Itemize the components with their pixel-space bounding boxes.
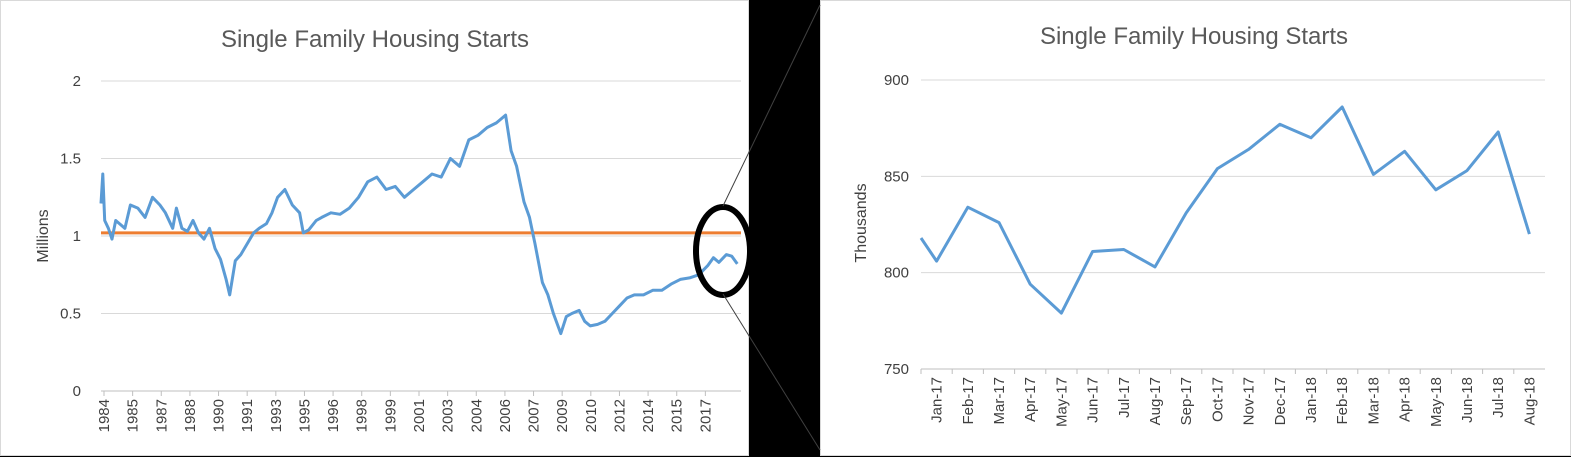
x-tick-label: 1998 — [354, 399, 371, 432]
y-tick-label: 850 — [884, 168, 909, 185]
series-group — [99, 113, 741, 336]
x-tick-label: Apr-18 — [1397, 377, 1414, 422]
x-tick-label: Sep-17 — [1178, 377, 1195, 425]
chart-zoomed: Single Family Housing Starts Thousands 7… — [853, 23, 1545, 427]
y-tick-label: 0.5 — [60, 306, 81, 323]
x-tick-label: 1993 — [268, 399, 285, 432]
annotation-group — [693, 204, 750, 298]
x-tick-label: Apr-17 — [1022, 377, 1039, 422]
y-tick-label: 1.5 — [60, 151, 81, 168]
x-tick-label: 2003 — [440, 399, 457, 432]
chart-title: Single Family Housing Starts — [1040, 23, 1348, 50]
y-tick-labels: 0 0.5 1 1.5 2 — [60, 73, 81, 400]
y-tick-labels: 750 800 850 900 — [884, 72, 909, 378]
y-tick-label: 1 — [73, 228, 81, 245]
x-tick-label: May-18 — [1428, 377, 1445, 427]
x-tick-label: 1991 — [239, 399, 256, 432]
x-tick-label: 2015 — [669, 399, 686, 432]
x-tick-label: Jun-17 — [1085, 377, 1102, 423]
x-tick-label: 2014 — [640, 399, 657, 432]
x-tick-label: 1984 — [96, 399, 113, 432]
x-tick-label: Mar-17 — [991, 377, 1008, 425]
x-tick-label: 2001 — [411, 399, 428, 432]
x-tick-label: 1999 — [382, 399, 399, 432]
x-tick-label: 1987 — [153, 399, 170, 432]
x-tick-label: 2007 — [526, 399, 543, 432]
highlight-ellipse — [693, 204, 750, 298]
x-tick-label: Jan-17 — [929, 377, 946, 423]
chart-title: Single Family Housing Starts — [221, 26, 529, 53]
x-tick-label: 1996 — [325, 399, 342, 432]
x-tick-label: May-17 — [1053, 377, 1070, 427]
y-tick-label: 750 — [884, 361, 909, 378]
x-tick-label: 1990 — [211, 399, 228, 432]
x-tick-label: 2009 — [554, 399, 571, 432]
x-tick-label: 2004 — [468, 399, 485, 432]
x-tick-label: 1988 — [182, 399, 199, 432]
x-tick-label: Aug-18 — [1521, 377, 1538, 425]
x-tick-label: 2017 — [697, 399, 714, 432]
x-tick-label: Jul-18 — [1490, 377, 1507, 418]
y-axis-label: Millions — [35, 209, 52, 262]
x-tick-label: Mar-18 — [1365, 377, 1382, 425]
gridlines — [920, 79, 1545, 374]
y-tick-label: 900 — [884, 72, 909, 89]
x-tick-labels: Jan-17 Feb-17 Mar-17 Apr-17 May-17 Jun-17 Jul-… — [929, 377, 1539, 427]
x-tick-label: Jul-17 — [1116, 377, 1133, 418]
x-tick-label: Feb-18 — [1334, 377, 1351, 425]
chart-long-term: Single Family Housing Starts Millions 00… — [35, 26, 750, 432]
x-tick-label: 2012 — [611, 399, 628, 432]
x-tick-label: 2006 — [497, 399, 514, 432]
x-tick-label: 2010 — [583, 399, 600, 432]
x-tick-label: Oct-17 — [1209, 377, 1226, 422]
y-tick-label: 2 — [73, 73, 81, 90]
x-tick-label: Aug-17 — [1147, 377, 1164, 425]
x-tick-label: Dec-17 — [1272, 377, 1289, 425]
x-tick-label: Nov-17 — [1241, 377, 1258, 425]
y-tick-label: 0 — [73, 383, 81, 400]
gridlines — [101, 80, 741, 396]
chart-panel-zoomed: Single Family Housing Starts Thousands 7… — [820, 0, 1571, 456]
y-axis-label: Thousands — [853, 183, 870, 262]
x-tick-label: Jun-18 — [1459, 377, 1476, 423]
x-tick-labels: 1984 1985 1987 1988 1990 1991 1993 1995 1996 1998… — [96, 399, 714, 432]
y-tick-label: 800 — [884, 265, 909, 282]
x-tick-label: Feb-17 — [960, 377, 977, 425]
series-group — [919, 105, 1531, 315]
series-line — [99, 113, 739, 336]
x-tick-label: 1985 — [125, 399, 142, 432]
x-tick-label: Jan-18 — [1303, 377, 1320, 423]
series-line — [919, 105, 1531, 315]
x-tick-label: 1995 — [296, 399, 313, 432]
